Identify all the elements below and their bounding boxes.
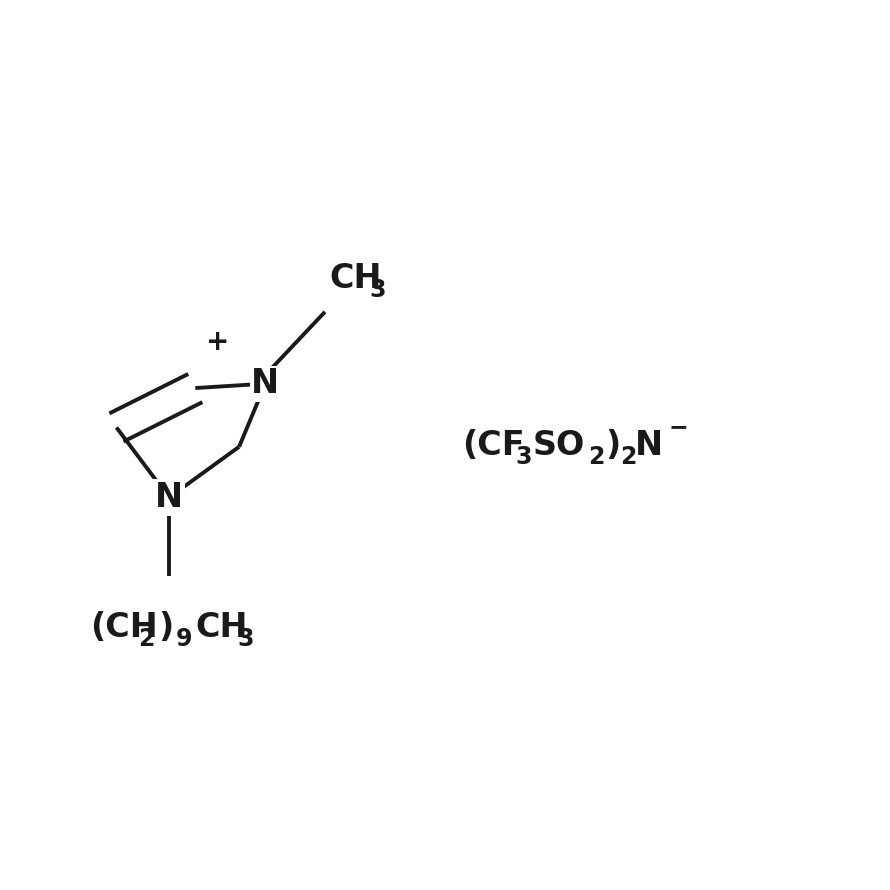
Text: (CH: (CH <box>90 611 158 643</box>
Text: 2: 2 <box>587 445 604 469</box>
Text: 3: 3 <box>238 627 254 651</box>
Text: N: N <box>155 481 183 514</box>
Text: ): ) <box>605 428 620 462</box>
Text: −: − <box>668 416 688 440</box>
Text: N: N <box>635 428 663 462</box>
Text: 2: 2 <box>620 445 636 469</box>
Text: (CF: (CF <box>463 428 525 462</box>
Text: 9: 9 <box>176 627 192 651</box>
Text: ): ) <box>158 611 174 643</box>
Text: CH: CH <box>329 262 382 295</box>
Text: +: + <box>206 328 229 356</box>
Text: CH: CH <box>195 611 247 643</box>
Text: N: N <box>251 368 279 400</box>
Text: 3: 3 <box>369 278 386 302</box>
Text: SO: SO <box>532 428 585 462</box>
Text: 3: 3 <box>515 445 531 469</box>
Text: 2: 2 <box>138 627 155 651</box>
